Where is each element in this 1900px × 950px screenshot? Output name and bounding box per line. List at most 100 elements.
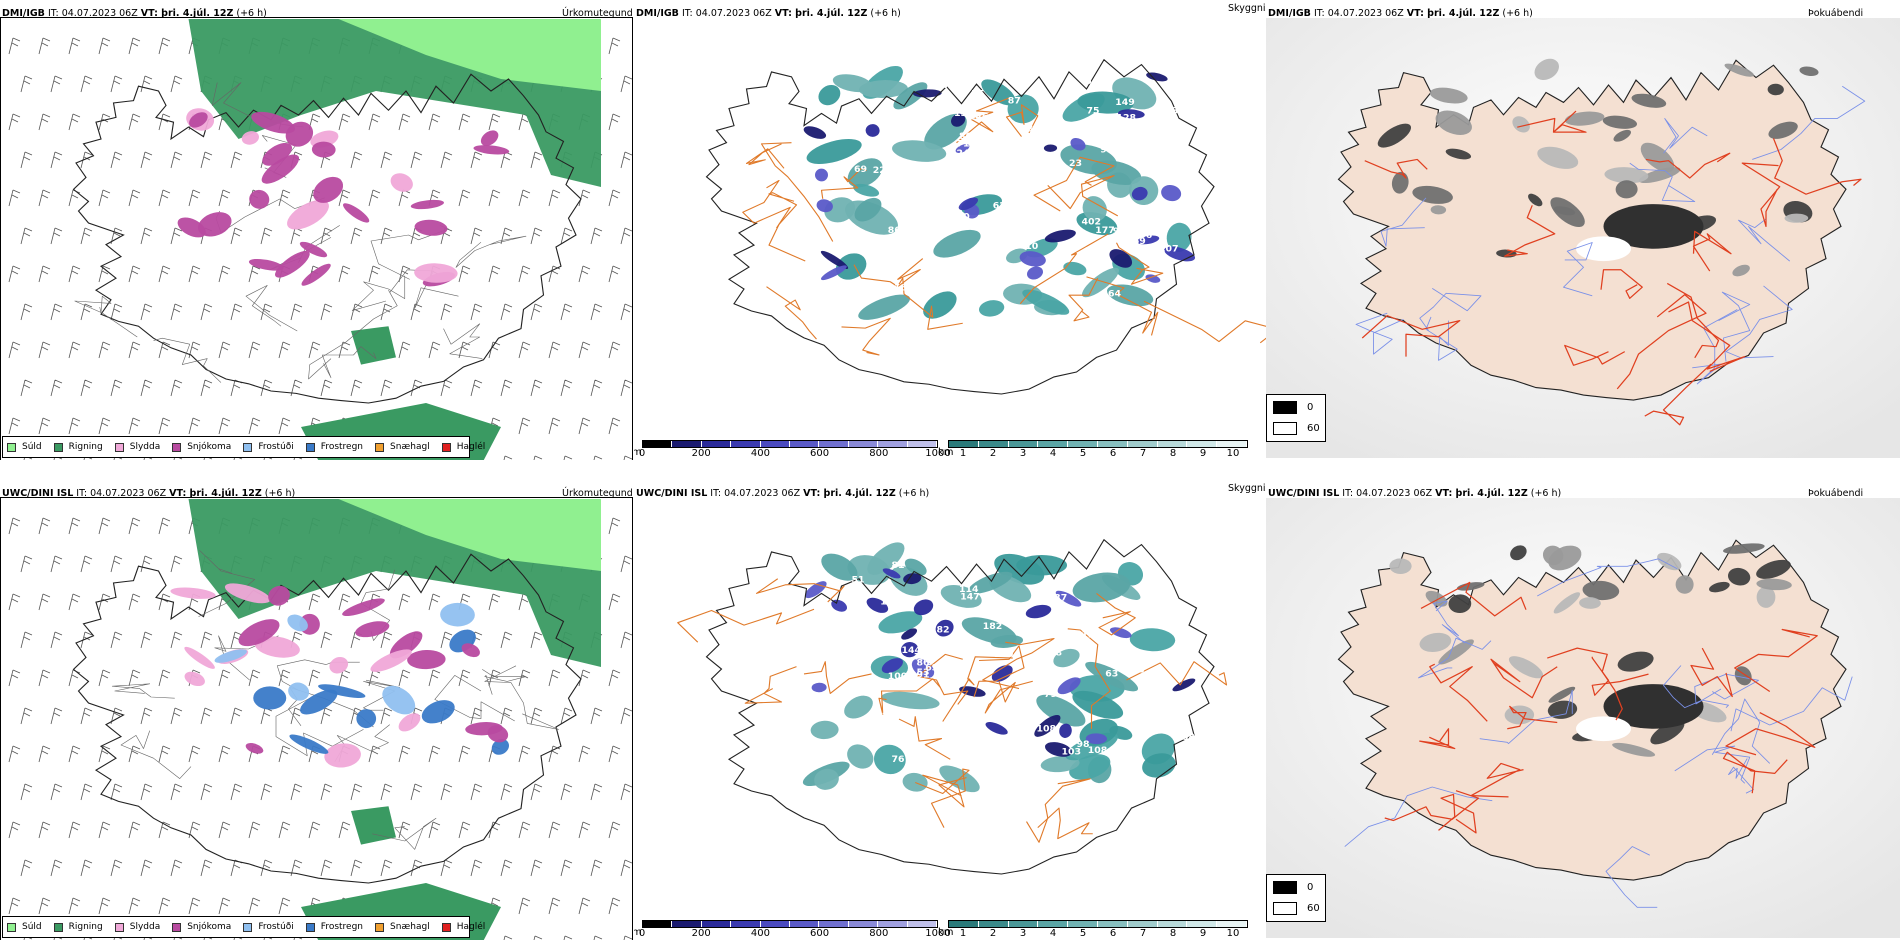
precip-value-label: 160 [950, 212, 970, 223]
row2-precip-type-panel: UWC/DINI ISL IT: 04.07.2023 06Z VT: þri.… [0, 480, 640, 940]
precip-value-label: 19 [1057, 667, 1070, 678]
legend-swatch [305, 922, 315, 932]
fog-map [1266, 18, 1900, 458]
legend-item: Snæhagl [375, 922, 430, 932]
legend-swatch [375, 442, 385, 452]
colorbar-step [760, 921, 791, 927]
colorbar-ticks: 1 2 3 4 5 6 7 8 9 10 [948, 448, 1248, 459]
precip-value-label: 121 [930, 213, 950, 224]
legend-swatch [243, 442, 253, 452]
colorbar-step [790, 441, 820, 447]
legend-item: Frostúði [243, 922, 294, 932]
legend-swatch [441, 922, 451, 932]
precip-value-label: 149 [1115, 97, 1135, 108]
precip-value-label: 182 [983, 621, 1003, 632]
precip-value-label: 99 [1100, 145, 1113, 156]
colorbar-tick: 4 [1049, 448, 1057, 459]
precip-value-label: 77 [935, 168, 948, 179]
legend-swatch [375, 922, 385, 932]
fog-legend: 0 60 [1266, 874, 1326, 922]
precip-value-label: 61 [988, 761, 1001, 772]
precip-value-label: 624 [993, 201, 1013, 212]
precip-value-label: 114 [959, 584, 979, 595]
precip-type-legend: Súld Rigning Slydda Snjókoma Frostúði Frostre… [2, 916, 485, 938]
init-time: IT: 04.07.2023 06Z [678, 8, 775, 19]
colorbar-step [907, 441, 938, 447]
colorbar-step [1217, 441, 1247, 447]
colorbar-tick: 400 [750, 448, 770, 459]
row1-precip-type-panel: DMI/IGB IT: 04.07.2023 06Z VT: þri. 4.jú… [0, 0, 640, 460]
panel-title: UWC/DINI ISL IT: 04.07.2023 06Z VT: þri.… [2, 488, 295, 499]
colorbar-step [1008, 441, 1039, 447]
fog-legend-swatch-low [1273, 422, 1297, 435]
colorbar-step [1217, 921, 1247, 927]
precip-value-label: 868 [1175, 732, 1195, 743]
colorbar-step [949, 441, 979, 447]
precip-value-label: 69 [854, 164, 867, 175]
colorbar-tick: 4 [1049, 928, 1057, 939]
legend-swatch [243, 922, 253, 932]
colorbar-step [949, 921, 979, 927]
colorbar-step [672, 921, 702, 927]
precip-value-label: 187 [892, 192, 912, 203]
precip-value-label: 103 [1062, 747, 1082, 758]
colorbar-tick: 0 [638, 928, 646, 939]
visibility-map: 63 121 106 86 75 69 75 187 77 122 113 87 16 71 149 22 99… [705, 58, 1268, 395]
precip-value-label: 84 [947, 714, 961, 725]
model-name: DMI/IGB [2, 8, 45, 19]
model-name: UWC/DINI ISL [1268, 488, 1340, 499]
legend-swatch [114, 442, 124, 452]
legend-swatch [114, 922, 124, 932]
colorbar-tick: 1 [959, 928, 967, 939]
precip-type-map [8, 19, 632, 460]
colorbar-step [1187, 921, 1218, 927]
colorbar-tick: 10 [1226, 448, 1240, 459]
colorbar-tick: 1 [959, 448, 967, 459]
colorbar-tick: 8 [1169, 448, 1177, 459]
colorbar-step [1157, 921, 1188, 927]
fog-legend: 0 60 [1266, 394, 1326, 442]
legend-swatch [53, 922, 63, 932]
fog-legend-swatch-high [1273, 401, 1297, 414]
colorbar-step [701, 921, 732, 927]
colorbar-tick: 3 [1019, 448, 1027, 459]
legend-item: Súld [7, 922, 42, 932]
colorbar-tick: 6 [1109, 928, 1117, 939]
panel-tag: Þokuábendi [1808, 8, 1864, 19]
precip-value-label: 82 [953, 745, 966, 756]
panel-title: DMI/IGB IT: 04.07.2023 06Z VT: þri. 4.jú… [2, 8, 267, 19]
colorbar-step [848, 921, 879, 927]
legend-swatch [53, 442, 63, 452]
precip-value-label: 147 [960, 592, 980, 603]
legend-item: Snjókoma [172, 922, 231, 932]
precip-value-label: 86 [888, 225, 901, 236]
legend-item: Rigning [53, 922, 103, 932]
precip-value-label: 108 [1088, 745, 1108, 756]
legend-label: Frostúði [258, 922, 294, 932]
lead-time: (+6 h) [1499, 8, 1533, 19]
legend-item: Frostregn [305, 922, 363, 932]
precip-value-label: 544 [1085, 76, 1105, 87]
precip-value-label: 158 [954, 108, 974, 119]
row2-visibility-panel: UWC/DINI ISL IT: 04.07.2023 06Z VT: þri.… [634, 480, 1268, 940]
colorbar-unit: km [938, 447, 954, 458]
visibility-colorbar: km 1 2 3 4 5 6 7 8 9 10 [938, 440, 1252, 459]
row1-visibility-panel: DMI/IGB IT: 04.07.2023 06Z VT: þri. 4.jú… [634, 0, 1268, 460]
colorbar-step [1038, 921, 1069, 927]
colorbar-ramp [948, 920, 1248, 928]
colorbar-tick: 600 [810, 928, 830, 939]
precip-value-label: 165 [894, 282, 914, 293]
colorbar-tick: 7 [1139, 448, 1147, 459]
legend-item: Frostregn [305, 442, 363, 452]
lead-time: (+6 h) [1527, 488, 1562, 499]
colorbar-step [1127, 441, 1158, 447]
precip-value-label: 122 [880, 596, 900, 607]
legend-swatch [172, 442, 182, 452]
legend-label: Snjókoma [187, 922, 232, 932]
legend-label: Snæhagl [390, 442, 430, 452]
legend-swatch [7, 922, 16, 932]
colorbar-step [643, 441, 673, 447]
model-name: DMI/IGB [636, 8, 679, 19]
lead-time: (+6 h) [895, 488, 930, 499]
panel-title: DMI/IGB IT: 04.07.2023 06Z VT: þri. 4.jú… [636, 8, 901, 19]
